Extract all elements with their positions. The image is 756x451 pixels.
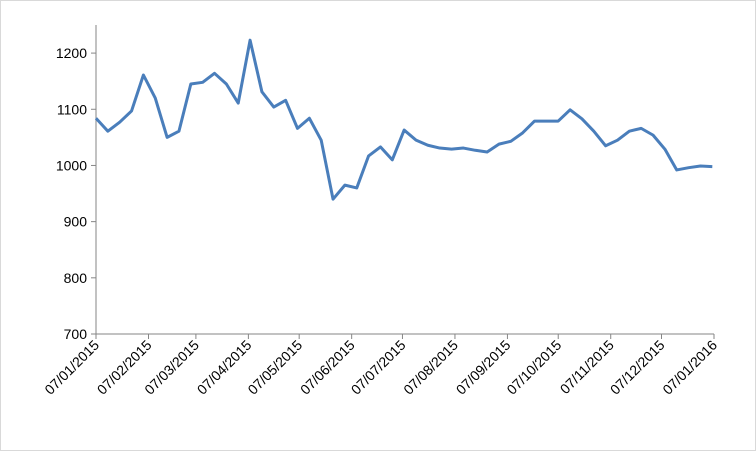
y-tick-label: 1100	[57, 101, 87, 117]
y-tick-label: 1000	[56, 157, 87, 173]
y-tick-label: 800	[64, 270, 88, 286]
y-tick-label: 1200	[56, 45, 87, 61]
y-tick-label: 900	[64, 214, 88, 230]
y-tick-label: 700	[64, 326, 88, 342]
data-line	[94, 38, 713, 201]
